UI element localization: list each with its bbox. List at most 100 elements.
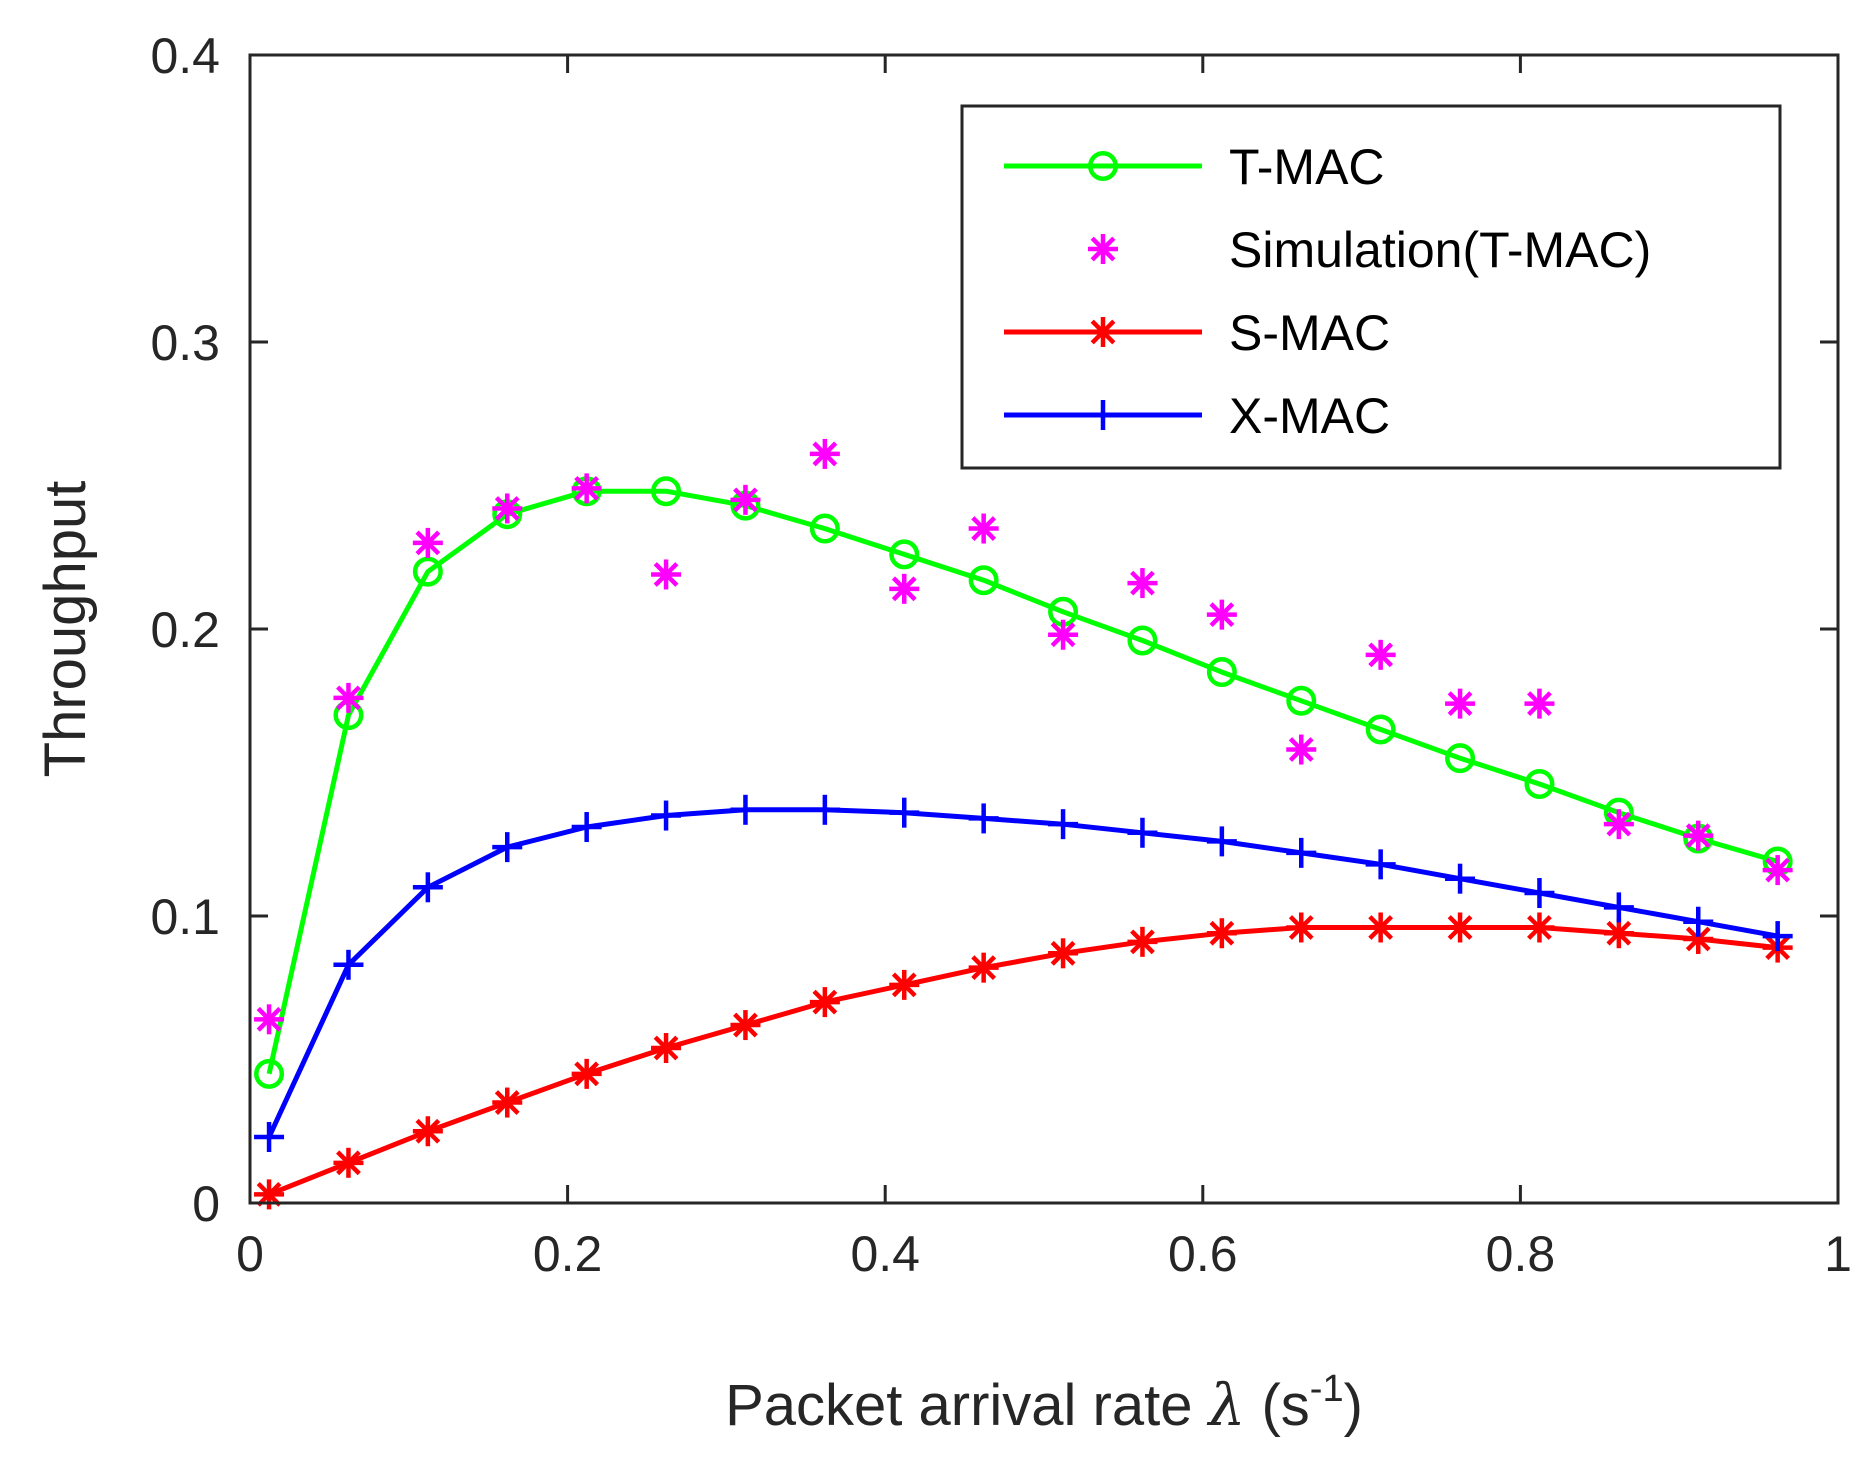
point-s-mac-11-d2: [1130, 929, 1155, 955]
point-simulation-t-mac-9: [968, 513, 999, 544]
point-simulation-t-mac-11: [1127, 568, 1158, 599]
point-simulation-t-mac-3: [492, 493, 523, 524]
plot-area: [254, 438, 1793, 1210]
point-simulation-t-mac-3-d2: [494, 496, 520, 521]
point-x-mac-14: [1365, 849, 1396, 880]
point-simulation-t-mac-0-d2: [256, 1006, 282, 1032]
point-simulation-t-mac-8-d2: [891, 576, 917, 602]
y-tick-label-1: 0.1: [150, 889, 220, 945]
point-s-mac-14: [1365, 912, 1396, 943]
legend-marker-t-mac: [1088, 151, 1118, 181]
point-x-mac-10: [1048, 809, 1079, 840]
point-t-mac-0: [254, 1058, 285, 1089]
point-simulation-t-mac-17-d2: [1606, 811, 1632, 837]
legend-marker-s-mac: [1088, 317, 1118, 347]
x-tick-label-1: 0.2: [533, 1226, 603, 1282]
point-simulation-t-mac-6-d2: [733, 487, 758, 513]
point-s-mac-17-d2: [1606, 920, 1632, 946]
point-s-mac-5-d2: [653, 1035, 679, 1061]
point-s-mac-15: [1445, 912, 1476, 943]
point-simulation-t-mac-4: [571, 473, 602, 504]
point-x-mac-7: [809, 794, 840, 825]
point-simulation-t-mac-16: [1524, 688, 1555, 719]
point-s-mac-1: [333, 1147, 364, 1178]
point-t-mac-14-shape: [1365, 714, 1396, 745]
point-s-mac-15-d2: [1447, 915, 1473, 940]
point-simulation-t-mac-12-d2: [1209, 602, 1235, 628]
point-simulation-t-mac-14: [1365, 639, 1396, 670]
point-s-mac-9-d2: [971, 955, 997, 981]
point-simulation-t-mac-1: [333, 682, 364, 713]
point-simulation-t-mac-12: [1206, 599, 1237, 630]
legend-entry-x-mac: X-MAC: [1004, 388, 1390, 444]
point-t-mac-9: [968, 565, 999, 596]
legend-marker-t-mac-shape: [1088, 151, 1118, 181]
legend-marker-simulation-t-mac: [1088, 234, 1118, 264]
y-tick-label-0: 0: [192, 1176, 220, 1232]
point-x-mac-3: [492, 832, 523, 863]
point-t-mac-2: [412, 556, 443, 587]
x-axis-title: Packet arrival rate λ (s-1): [725, 1368, 1363, 1439]
legend-marker-s-mac-d2: [1090, 319, 1116, 345]
x-tick-label-0: 0: [236, 1226, 264, 1282]
point-s-mac-16-d2: [1527, 915, 1552, 940]
x-axis-title-main: Packet arrival rate: [725, 1373, 1209, 1438]
legend-label-s-mac: S-MAC: [1229, 305, 1390, 361]
point-x-mac-5: [651, 800, 682, 831]
point-x-mac-1: [333, 949, 364, 980]
point-t-mac-5: [651, 476, 682, 507]
point-simulation-t-mac-6: [730, 484, 761, 515]
point-s-mac-17: [1603, 918, 1634, 949]
series-x-mac: [254, 794, 1793, 1152]
point-s-mac-1-d2: [336, 1150, 361, 1176]
point-s-mac-0: [254, 1179, 285, 1210]
point-s-mac-12-d2: [1209, 920, 1235, 946]
point-s-mac-6: [730, 1010, 761, 1041]
point-s-mac-8: [889, 969, 920, 1000]
point-simulation-t-mac-15: [1445, 688, 1476, 719]
point-x-mac-2: [412, 872, 443, 903]
point-x-mac-16: [1524, 878, 1555, 909]
point-x-mac-6: [730, 794, 761, 825]
x-axis-title-symbol: λ: [1207, 1371, 1246, 1439]
point-t-mac-11-shape: [1127, 625, 1158, 656]
point-simulation-t-mac-11-d2: [1130, 570, 1155, 596]
point-s-mac-2-d2: [415, 1118, 441, 1144]
point-s-mac-4: [571, 1058, 602, 1089]
point-t-mac-7: [809, 513, 840, 544]
point-simulation-t-mac-9-d2: [971, 516, 997, 541]
point-simulation-t-mac-14-d2: [1368, 642, 1394, 668]
point-s-mac-8-d2: [891, 972, 917, 998]
point-simulation-t-mac-18-d2: [1685, 823, 1711, 849]
point-s-mac-9: [968, 952, 999, 983]
point-simulation-t-mac-13: [1286, 734, 1317, 765]
point-s-mac-14-d2: [1368, 915, 1394, 940]
point-t-mac-15-shape: [1445, 743, 1476, 774]
point-t-mac-5-shape: [651, 476, 682, 507]
point-x-mac-13: [1286, 837, 1317, 868]
point-t-mac-2-shape: [412, 556, 443, 587]
point-s-mac-10: [1048, 938, 1079, 969]
series-simulation-t-mac: [254, 438, 1793, 1035]
point-t-mac-8: [889, 539, 920, 570]
point-simulation-t-mac-2-d2: [415, 530, 441, 556]
legend-entry-t-mac: T-MAC: [1004, 139, 1385, 195]
legend-label-x-mac: X-MAC: [1229, 388, 1390, 444]
point-x-mac-15: [1445, 863, 1476, 894]
point-simulation-t-mac-17: [1603, 809, 1634, 840]
point-s-mac-7: [809, 987, 840, 1018]
y-tick-label-2: 0.2: [150, 602, 220, 658]
point-simulation-t-mac-5-d2: [653, 562, 679, 587]
point-simulation-t-mac-19: [1762, 855, 1793, 886]
point-t-mac-12: [1206, 657, 1237, 688]
x-axis-title-open: (s: [1245, 1373, 1309, 1438]
point-s-mac-3: [492, 1087, 523, 1118]
x-axis-title-sup: -1: [1310, 1368, 1344, 1410]
point-simulation-t-mac-10-d2: [1050, 622, 1076, 648]
point-s-mac-12: [1206, 918, 1237, 949]
y-tick-label-4: 0.4: [150, 28, 220, 84]
point-s-mac-6-d2: [733, 1012, 758, 1038]
point-s-mac-2: [412, 1116, 443, 1147]
legend-label-simulation-t-mac: Simulation(T-MAC): [1229, 222, 1651, 278]
point-simulation-t-mac-0: [254, 1004, 285, 1035]
